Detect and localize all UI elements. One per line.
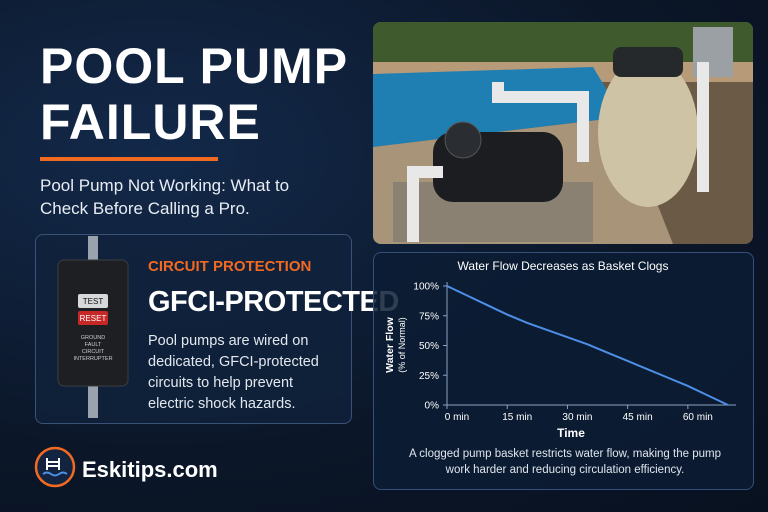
device-label: CIRCUIT [82,349,105,355]
card-kicker: CIRCUIT PROTECTION [148,258,312,275]
y-tick-label: 100% [413,282,439,293]
line-series [446,285,729,406]
brand-logo [34,446,76,488]
conduit [88,236,98,262]
x-tick-label: 45 min [623,412,653,423]
y-tick-label: 50% [419,341,439,352]
x-axis-label: Time [557,426,585,440]
gfci-device: TEST RESET GROUND FAULT CIRCUIT INTERRUP… [57,236,129,418]
y-tick-label: 0% [425,401,440,412]
y-axis-label: Water Flow [384,316,396,372]
pool-pump-photo [373,22,753,244]
x-tick-label: 30 min [562,412,592,423]
button-label: TEST [83,297,104,306]
card-body: Pool pumps are wired on dedicated, GFCI-… [148,333,319,412]
button-label: RESET [80,314,107,323]
device-label: FAULT [85,342,102,348]
x-tick-label: 60 min [683,412,713,423]
x-tick-label: 0 min [445,412,469,423]
x-tick-label: 15 min [502,412,532,423]
brand-name: Eskitips.com [82,457,218,482]
y-tick-label: 25% [419,371,439,382]
chart-title: Water Flow Decreases as Basket Clogs [458,259,669,273]
test-button [78,294,108,308]
title-line: FAILURE [40,94,261,150]
device-label: GROUND [81,335,105,341]
reset-button [78,311,108,325]
accent-rule [40,157,218,161]
chart-panel [373,252,754,490]
y-tick-label: 75% [419,311,439,322]
chart-caption: A clogged pump basket restricts water fl… [409,448,721,476]
conduit [88,384,98,418]
subtitle: Pool Pump Not Working: What to Check Bef… [40,176,290,218]
y-axis-label: (% of Normal) [397,317,407,373]
title-line: POOL PUMP [40,38,349,94]
card-headline: GFCI-PROTECTED [148,286,399,318]
title: POOL PUMP FAILURE [40,38,348,150]
device-label: INTERRUPTER [73,356,112,362]
